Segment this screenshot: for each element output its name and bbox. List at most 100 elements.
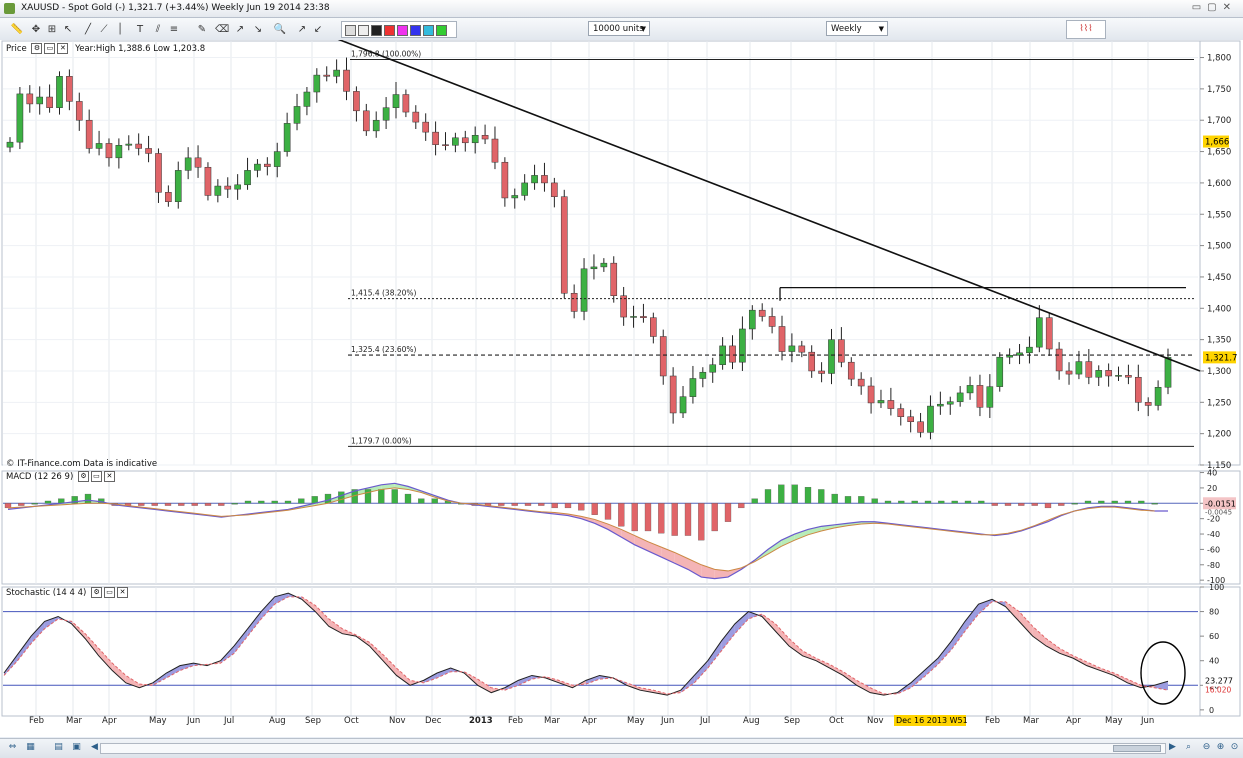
window-controls[interactable]: ▭▢✕ xyxy=(1192,2,1237,13)
macd-panel-header: MACD (12 26 9) ⚙ ▭ ✕ xyxy=(6,471,115,482)
bottom-bar: ⇔ ▦ ▤ ▣ ◀ ▶ ⌕ ⊖ ⊕ ⊙ xyxy=(0,738,1243,758)
scroll-right-icon[interactable]: ▶ xyxy=(1169,742,1176,752)
zoom-fit-icon[interactable]: ⌕ xyxy=(1185,742,1192,752)
color-swatch-cyan[interactable] xyxy=(423,25,434,36)
fibonacci-icon[interactable]: ≡ xyxy=(169,24,179,35)
scrollbar-thumb[interactable] xyxy=(1113,745,1161,752)
macd-fill xyxy=(688,558,702,578)
price-label: Price xyxy=(6,44,27,54)
restore-panel-icon[interactable]: ▭ xyxy=(90,471,102,482)
zoom-in-icon[interactable]: ⊕ xyxy=(1216,742,1225,752)
color-swatch-grey[interactable] xyxy=(345,25,356,36)
restore-panel-icon[interactable]: ▭ xyxy=(104,587,116,598)
restore-icon[interactable]: ▢ xyxy=(1207,2,1223,13)
grid-icon[interactable]: ▦ xyxy=(26,742,35,752)
color-swatch-magenta[interactable] xyxy=(397,25,408,36)
stochastic-fill xyxy=(328,618,343,634)
channel-tool-icon[interactable]: ⫽ xyxy=(155,24,161,35)
zoom-reset-icon[interactable]: ⊙ xyxy=(1230,742,1239,752)
ray-tool-icon[interactable]: ⟋ xyxy=(100,24,108,35)
search-icon[interactable]: 🔍 xyxy=(273,24,287,35)
fit-icon[interactable]: ⇔ xyxy=(8,742,17,752)
stochastic-fill xyxy=(518,675,532,686)
macd-histogram-bar xyxy=(631,503,638,532)
chart-svg[interactable]: 1,150 1,200 1,250 1,300 1,350 1,400 1,450 1,500… xyxy=(0,40,1243,737)
text-tool-icon[interactable]: T xyxy=(136,24,144,35)
candle xyxy=(590,266,598,270)
period-select[interactable]: Weekly ▼ xyxy=(826,21,888,36)
minimize-icon[interactable]: ▭ xyxy=(1191,2,1208,13)
horizontal-scrollbar[interactable] xyxy=(100,743,1166,754)
candle xyxy=(739,328,746,363)
macd-histogram-bar xyxy=(218,503,225,506)
period-value: Weekly xyxy=(831,24,862,34)
candle xyxy=(1045,317,1053,350)
macd-histogram-bar xyxy=(378,489,385,504)
wrench-icon[interactable]: ⚙ xyxy=(31,43,43,54)
draw-select-icon[interactable]: ✎ xyxy=(197,24,207,35)
candle xyxy=(412,111,420,123)
y-tick-label: 20 xyxy=(1207,484,1217,493)
candle xyxy=(214,185,222,196)
candle xyxy=(600,262,608,268)
x-tick-label: Jul xyxy=(223,716,234,726)
y-tick-label: 1,200 xyxy=(1207,430,1231,440)
color-picker[interactable] xyxy=(341,21,457,38)
close-panel-icon[interactable]: ✕ xyxy=(57,43,69,54)
fib-label: 1,325.4 (23.60%) xyxy=(351,345,417,354)
wrench-icon[interactable]: ⚙ xyxy=(77,471,89,482)
zoom-select-icon[interactable]: ⊞ xyxy=(47,24,57,35)
macd-histogram-bar xyxy=(591,503,598,515)
close-panel-icon[interactable]: ✕ xyxy=(103,471,115,482)
macd-histogram-bar xyxy=(18,503,25,506)
macd-histogram-bar xyxy=(1124,500,1132,504)
y-tick-label: 1,800 xyxy=(1207,54,1231,64)
candle xyxy=(224,185,232,190)
chart-style-icon[interactable]: ⌇⌇⌇ xyxy=(1066,20,1106,39)
close-icon[interactable]: ✕ xyxy=(1222,2,1237,13)
eraser-icon[interactable]: ⌫ xyxy=(215,24,230,35)
color-swatch-green[interactable] xyxy=(436,25,447,36)
candle xyxy=(1065,370,1073,375)
stochastic-fill xyxy=(1059,648,1074,659)
restore-panel-icon[interactable]: ▭ xyxy=(44,43,56,54)
stochastic-fill xyxy=(843,671,857,686)
trendline xyxy=(337,40,1201,372)
candle xyxy=(620,295,627,318)
color-swatch-white[interactable] xyxy=(358,25,369,36)
stochastic-k-line xyxy=(3,592,1169,696)
color-swatch-red[interactable] xyxy=(384,25,395,36)
trend-down-icon[interactable]: ↘ xyxy=(253,24,263,35)
print-icon[interactable]: ▤ xyxy=(54,742,63,752)
macd-histogram-bar xyxy=(1138,500,1145,504)
arrow-tool-icon[interactable]: ↗ xyxy=(297,24,307,35)
trend-up-icon[interactable]: ↗ xyxy=(235,24,245,35)
scroll-left-icon[interactable]: ◀ xyxy=(91,742,98,752)
candle xyxy=(798,345,806,353)
close-panel-icon[interactable]: ✕ xyxy=(117,587,129,598)
arrow-down-tool-icon[interactable]: ↙ xyxy=(313,24,323,35)
line-tool-icon[interactable]: ╱ xyxy=(84,24,92,35)
x-tick-label: Oct xyxy=(829,716,844,726)
wrench-icon[interactable]: ⚙ xyxy=(91,587,103,598)
zoom-out-icon[interactable]: ⊖ xyxy=(1202,742,1211,752)
stochastic-fill xyxy=(748,611,762,619)
units-select[interactable]: 10000 units ▼ xyxy=(588,21,650,36)
stochastic-fill xyxy=(98,648,113,671)
pointer-icon[interactable]: ↖ xyxy=(63,24,73,35)
macd-histogram-bar xyxy=(698,503,705,541)
x-highlight-badge xyxy=(894,715,966,726)
vertical-line-icon[interactable]: │ xyxy=(116,24,124,35)
candle xyxy=(392,94,400,108)
export-icon[interactable]: ▣ xyxy=(72,742,81,752)
x-tick-label: Apr xyxy=(102,716,117,726)
color-swatch-blue[interactable] xyxy=(410,25,421,36)
ruler-icon[interactable]: 📏 xyxy=(10,24,24,35)
x-tick-label: Aug xyxy=(743,716,760,726)
y-tick-label: 40 xyxy=(1207,469,1217,478)
macd-histogram-bar xyxy=(1018,503,1025,506)
macd-histogram-bar xyxy=(391,489,398,504)
crosshair-icon[interactable]: ✥ xyxy=(31,24,41,35)
color-swatch-black[interactable] xyxy=(371,25,382,36)
macd-histogram-bar xyxy=(418,498,425,504)
